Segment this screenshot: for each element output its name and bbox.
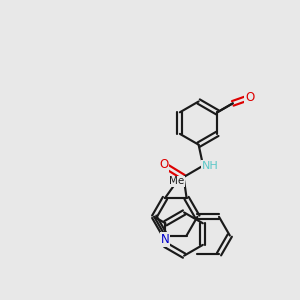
Text: Me: Me — [169, 176, 184, 187]
Text: NH: NH — [202, 161, 219, 171]
Text: O: O — [245, 91, 254, 104]
Text: O: O — [159, 158, 168, 171]
Text: N: N — [160, 232, 169, 246]
